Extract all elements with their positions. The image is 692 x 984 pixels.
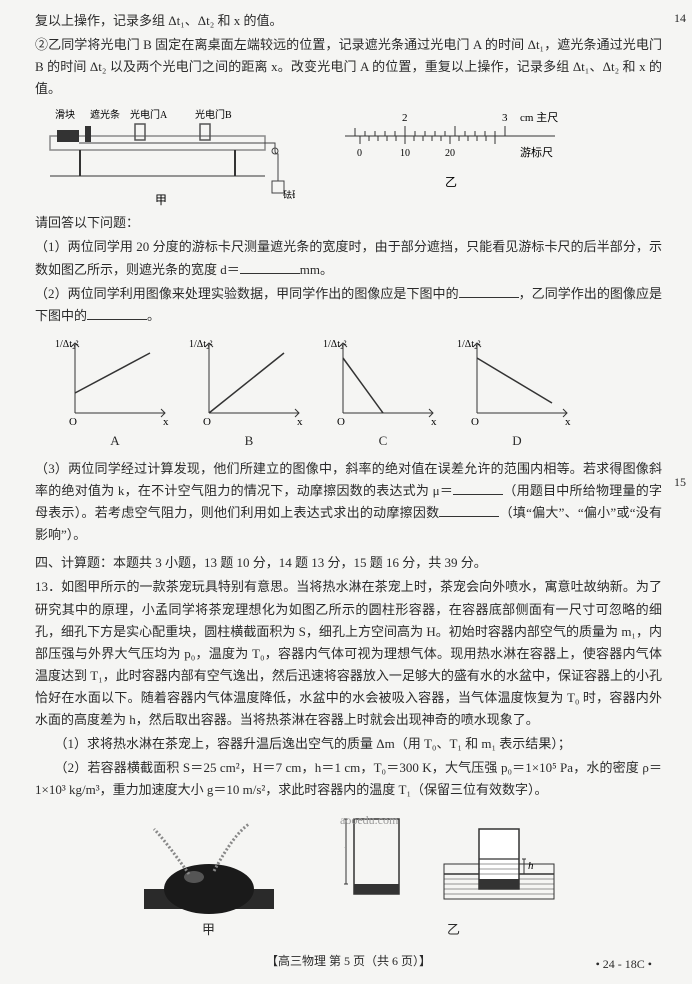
svg-text:O: O (203, 416, 211, 428)
label-shade: 遮光条 (90, 108, 120, 121)
label-A: A (55, 430, 175, 452)
sub-10: 10 (400, 148, 410, 159)
q3-blank2 (439, 504, 499, 517)
graph-A: 1/Δt₂² x O A (55, 333, 175, 452)
q1: （1）两位同学用 20 分度的游标卡尺测量遮光条的宽度时，由于部分遮挡，只能看见… (35, 236, 662, 280)
main-tick-3: 3 (502, 112, 508, 124)
q13-body: 13．如图甲所示的一款茶宠玩具特别有意思。当将热水淋在茶宠上时，茶宠会向外喷水，… (35, 576, 662, 731)
top-line1: 复以上操作，记录多组 Δt₁、Δt₂ 和 x 的值。 (35, 10, 662, 32)
q1-blank (240, 261, 300, 274)
svg-text:x: x (565, 416, 571, 428)
q2a: （2）两位同学利用图像来处理实验数据，甲同学作出的图像应是下图中的 (35, 286, 459, 301)
figure-row-1: 滑块 遮光条 光电门A 光电门B 砝码 甲 (35, 106, 662, 206)
svg-text:O: O (471, 416, 479, 428)
label-gateA: 光电门A (130, 108, 168, 121)
q2c: 。 (147, 308, 160, 323)
top-line2: ②乙同学将光电门 B 固定在离桌面左端较远的位置，记录遮光条通过光电门 A 的时… (35, 34, 662, 100)
label-C: C (323, 430, 443, 452)
gateA (135, 124, 145, 140)
label-weight: 砝码 (283, 189, 295, 200)
label-gateB: 光电门B (195, 108, 232, 121)
q3-blank1 (453, 482, 503, 495)
graph-C: 1/Δt₂² x O C (323, 333, 443, 452)
sub-label: 游标尺 (520, 145, 553, 159)
caption-apparatus: 甲 (155, 193, 167, 206)
q13-cap-yi: 乙 (344, 919, 564, 941)
svg-text:O: O (69, 416, 77, 428)
q2: （2）两位同学利用图像来处理实验数据，甲同学作出的图像应是下图中的，乙同学作出的… (35, 283, 662, 327)
svg-text:1/Δt₂²: 1/Δt₂² (457, 339, 480, 350)
section4-head: 四、计算题：本题共 3 小题，13 题 10 分，14 题 13 分，15 题 … (35, 552, 662, 574)
svg-text:H: H (344, 845, 345, 857)
margin-marker-a: 14 (674, 8, 686, 28)
label-D: D (457, 430, 577, 452)
graph-D: 1/Δt₂² x O D (457, 333, 577, 452)
svg-text:x: x (431, 416, 437, 428)
svg-text:1/Δt₂²: 1/Δt₂² (189, 339, 212, 350)
page-id: • 24 - 18C • (596, 954, 652, 974)
sub-20: 20 (445, 148, 455, 159)
q-head: 请回答以下问题： (35, 212, 662, 234)
svg-text:h: h (528, 860, 534, 872)
svg-text:x: x (163, 416, 169, 428)
svg-text:O: O (337, 416, 345, 428)
q2-blank1 (459, 285, 519, 298)
block (57, 130, 79, 142)
string (79, 143, 278, 181)
watermark: aooedu.com (340, 810, 398, 830)
svg-text:1/Δt₂²: 1/Δt₂² (55, 339, 78, 350)
graph-B: 1/Δt₂² x O B (189, 333, 309, 452)
main-label: cm 主尺 (520, 111, 558, 124)
graph-row: 1/Δt₂² x O A 1/Δt₂² x O B 1/Δt₂² x O C 1/Δt₂² x… (55, 333, 662, 452)
q13-p1: （1）求将热水淋在茶宠上，容器升温后逸出空气的质量 Δm（用 T₀、T₁ 和 m… (35, 733, 662, 755)
sub-0: 0 (357, 148, 362, 159)
q13-cap-jia: 甲 (134, 919, 284, 941)
svg-text:x: x (297, 416, 303, 428)
margin-marker-b: 15 (674, 472, 686, 492)
fig-vernier: 2 3 cm 主尺 0 10 20 游标尺 乙 (325, 106, 585, 196)
vernier-ticks (360, 136, 495, 144)
gateB (200, 124, 210, 140)
label-block: 滑块 (55, 109, 75, 121)
q2-blank2 (87, 307, 147, 320)
q3: （3）两位同学经过计算发现，他们所建立的图像中，斜率的绝对值在误差允许的范围内相… (35, 458, 662, 546)
shade (85, 126, 91, 142)
main-ticks (355, 126, 505, 136)
main-tick-2: 2 (402, 112, 408, 124)
q1-text: （1）两位同学用 20 分度的游标卡尺测量遮光条的宽度时，由于部分遮挡，只能看见… (35, 239, 662, 276)
svg-text:1/Δt₂²: 1/Δt₂² (323, 339, 346, 350)
footer: 【高三物理 第 5 页（共 6 页）】 (35, 951, 662, 971)
label-B: B (189, 430, 309, 452)
caption-vernier: 乙 (445, 175, 457, 189)
q13-p2: （2）若容器横截面积 S＝25 cm²，H＝7 cm，h＝1 cm，T₀＝300… (35, 757, 662, 801)
fig-apparatus: 滑块 遮光条 光电门A 光电门B 砝码 甲 (35, 106, 295, 206)
q13-fig-jia: 甲 (134, 819, 284, 941)
q1-unit: mm。 (300, 262, 333, 277)
